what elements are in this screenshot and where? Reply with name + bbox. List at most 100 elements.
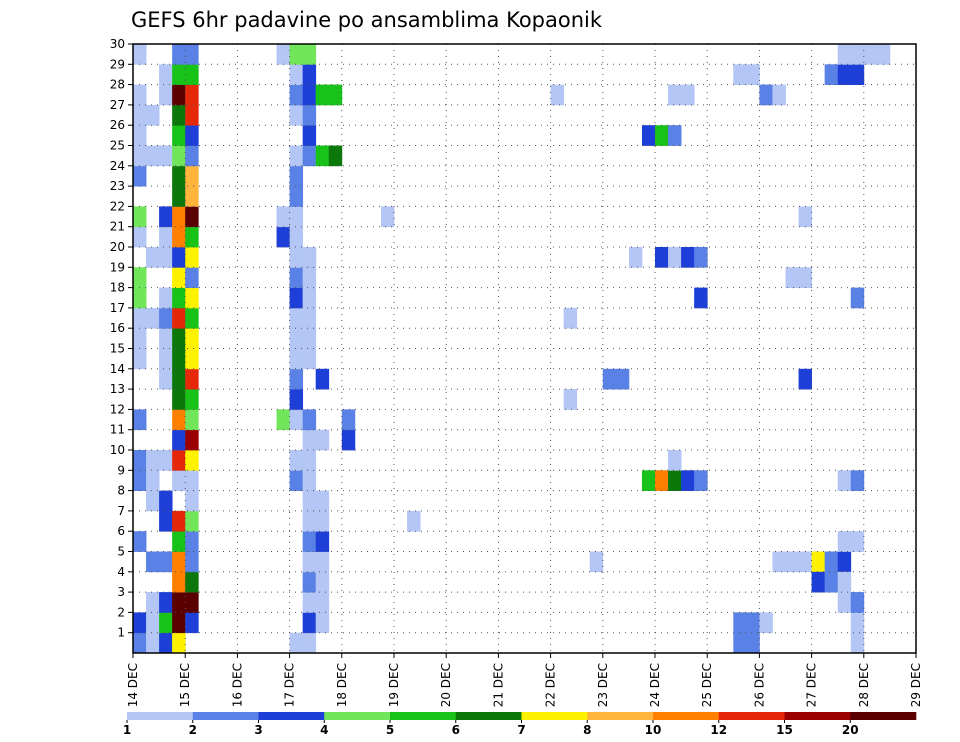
y-tick-label: 30	[110, 37, 125, 51]
y-tick-label: 24	[110, 159, 125, 173]
heatmap-cell	[824, 551, 839, 573]
heatmap-cell	[850, 287, 865, 309]
heatmap-cell	[159, 632, 173, 654]
heatmap-cell	[185, 551, 199, 573]
heatmap-cell	[133, 104, 147, 126]
y-tick-label: 2	[117, 605, 125, 619]
heatmap-cell	[302, 450, 317, 471]
heatmap-cell	[694, 287, 708, 309]
x-tick-label: 20 DEC	[439, 663, 453, 707]
colorbar-label: 1	[123, 723, 131, 737]
heatmap-cell	[172, 348, 186, 370]
heatmap-cell	[798, 368, 812, 390]
heatmap-cell	[146, 551, 160, 573]
y-tick-label: 27	[110, 98, 125, 112]
heatmap-cell	[302, 490, 317, 512]
heatmap-cell	[302, 632, 317, 654]
chart-title: GEFS 6hr padavine po ansamblima Kopaonik	[131, 8, 603, 32]
heatmap-cell	[694, 470, 708, 491]
heatmap-cell	[811, 571, 826, 593]
heatmap-cell	[850, 470, 865, 491]
x-tick-label: 22 DEC	[544, 663, 558, 707]
heatmap-cell	[172, 145, 186, 167]
x-tick-label: 25 DEC	[700, 663, 714, 707]
heatmap-cell	[159, 328, 173, 349]
y-tick-label: 15	[110, 342, 125, 356]
heatmap-cell	[863, 44, 878, 65]
heatmap-cell	[159, 64, 173, 85]
heatmap-cell	[341, 409, 356, 431]
heatmap-cell	[641, 125, 656, 146]
colorbar-swatch	[850, 712, 917, 720]
y-tick-label: 3	[117, 585, 125, 599]
heatmap-cell	[824, 64, 839, 85]
x-tick-label: 28 DEC	[857, 663, 871, 707]
heatmap-cell	[185, 368, 199, 390]
heatmap-cell	[668, 450, 682, 471]
y-tick-label: 20	[110, 240, 125, 254]
colorbar-label: 10	[645, 723, 662, 737]
colorbar-label: 3	[254, 723, 262, 737]
heatmap-cell	[850, 64, 865, 85]
heatmap-cell	[289, 450, 304, 471]
heatmap-cell	[159, 307, 173, 329]
heatmap-cell	[850, 612, 865, 634]
heatmap-cell	[759, 84, 773, 106]
heatmap-cell	[798, 206, 812, 228]
heatmap-cell	[146, 612, 160, 634]
heatmap-cell	[602, 368, 617, 390]
heatmap-cell	[289, 247, 304, 268]
y-tick-label: 10	[110, 443, 125, 457]
heatmap-cell	[315, 368, 330, 390]
heatmap-cell	[172, 226, 186, 248]
heatmap-cell	[681, 470, 695, 491]
colorbar-swatch	[192, 712, 259, 720]
heatmap-cell	[785, 551, 799, 573]
heatmap-cell	[276, 44, 290, 65]
colorbar-label: 8	[583, 723, 591, 737]
heatmap-cell	[159, 287, 173, 309]
heatmap-cell	[185, 226, 199, 248]
heatmap-cell	[172, 307, 186, 329]
x-tick-label: 15 DEC	[178, 663, 192, 707]
heatmap-cell	[302, 247, 317, 268]
heatmap-cell	[315, 429, 330, 451]
heatmap-cell	[328, 145, 343, 167]
heatmap-cell	[302, 612, 317, 634]
heatmap-cell	[681, 84, 695, 106]
heatmap-cell	[172, 104, 186, 126]
heatmap-cell	[785, 267, 799, 288]
heatmap-cell	[655, 125, 669, 146]
heatmap-cell	[289, 389, 304, 410]
heatmap-cell	[159, 84, 173, 106]
heatmap-cell	[563, 307, 578, 329]
heatmap-cell	[380, 206, 395, 228]
heatmap-cell	[172, 64, 186, 85]
heatmap-cell	[159, 612, 173, 634]
heatmap-cell	[302, 328, 317, 349]
colorbar: 1 2 3 4 5 6 7 8 10 12 15 20	[123, 712, 917, 737]
colorbar-label: 2	[189, 723, 197, 737]
y-tick-label: 16	[110, 321, 125, 335]
heatmap-cell	[655, 470, 669, 491]
heatmap-cell	[159, 145, 173, 167]
heatmap-cell	[185, 287, 199, 309]
heatmap-cell	[185, 409, 199, 431]
heatmap-cell	[159, 226, 173, 248]
heatmap-cell	[289, 206, 304, 228]
heatmap-cell	[172, 44, 186, 65]
x-tick-label: 18 DEC	[335, 663, 349, 707]
heatmap-cell	[289, 328, 304, 349]
colorbar-label: 7	[517, 723, 525, 737]
heatmap-cell	[302, 348, 317, 370]
heatmap-cell	[133, 84, 147, 106]
heatmap-cell	[185, 247, 199, 268]
y-tick-label: 1	[117, 626, 125, 640]
heatmap-cell	[289, 165, 304, 187]
colorbar-label: 15	[776, 723, 793, 737]
heatmap-cell	[185, 429, 199, 451]
colorbar-label: 12	[710, 723, 727, 737]
heatmap-cell	[185, 612, 199, 634]
heatmap-cell	[315, 571, 330, 593]
y-tick-label: 4	[117, 565, 125, 579]
